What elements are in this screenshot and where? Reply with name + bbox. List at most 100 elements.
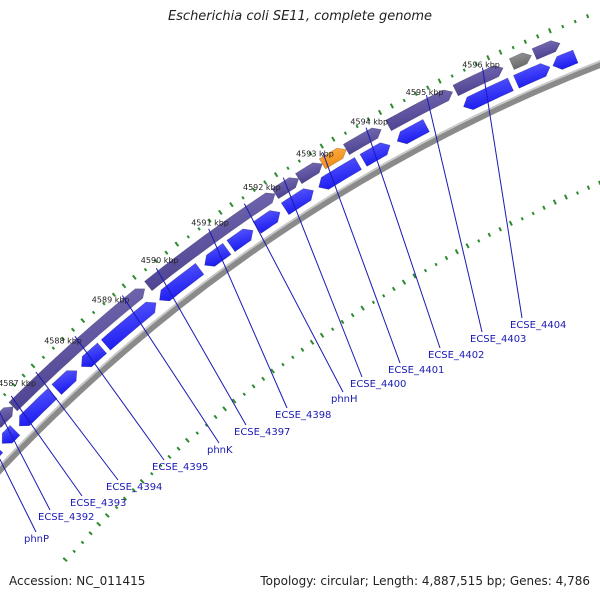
gc-tick — [300, 347, 305, 352]
gene-label: ECSE_4400 — [350, 379, 406, 390]
gc-tick — [382, 294, 386, 298]
gc-tick — [11, 382, 17, 387]
gene-label: ECSE_4392 — [38, 512, 94, 523]
gc-tick — [450, 74, 454, 78]
gc-tick — [273, 172, 279, 178]
gene-label-leader — [10, 395, 83, 497]
gc-tick — [487, 232, 492, 238]
gene-label-leader — [426, 94, 483, 333]
gene-label-leader — [121, 295, 220, 444]
gc-tick — [184, 437, 190, 443]
gc-tick — [391, 286, 396, 292]
gene-label-leader — [155, 267, 247, 426]
gc-tick — [195, 431, 199, 435]
gc-tick — [139, 478, 145, 484]
gene-label-leader — [35, 371, 119, 481]
cds-arrow — [51, 370, 78, 396]
gc-tick — [80, 318, 86, 324]
gc-tick — [297, 159, 302, 163]
gene-labels: phnP ECSE_4392 ECSE_4393 ECSE_4394 ECSE_4395… — [0, 67, 566, 545]
gc-tick — [319, 332, 325, 338]
cds-arrow — [513, 63, 551, 89]
gc-tick — [378, 109, 383, 116]
gc-tick — [231, 398, 237, 404]
gc-tick — [308, 151, 313, 156]
gc-tick — [96, 521, 102, 527]
kbp-tick-label: 4590 kbp — [141, 256, 179, 265]
gc-tick — [88, 531, 93, 536]
gc-tick — [371, 300, 376, 305]
gc-tick — [561, 24, 565, 29]
feature-tracks — [0, 40, 579, 457]
gc-tick — [91, 310, 96, 315]
gc-tick — [414, 91, 418, 97]
gc-tick — [474, 61, 478, 67]
cds-arrow — [159, 262, 205, 302]
gc-tick — [176, 446, 181, 451]
gene-label: phnP — [24, 534, 49, 545]
gc-tick — [60, 336, 66, 341]
gc-tick — [251, 384, 256, 389]
gc-tick — [132, 274, 137, 280]
gene-bar — [342, 127, 382, 156]
gene-label: phnH — [331, 394, 358, 405]
gene-label-leader — [482, 67, 523, 319]
gene-bar — [271, 177, 300, 200]
gc-tick — [486, 55, 491, 61]
gc-tick — [242, 392, 246, 397]
gc-tick — [366, 117, 371, 122]
gc-tick — [186, 235, 190, 239]
gene-label: ECSE_4404 — [510, 320, 566, 331]
gc-tick — [104, 512, 110, 518]
gc-tick — [585, 13, 590, 19]
gene-label: ECSE_4393 — [70, 498, 126, 509]
kbp-tick-label: 4587 kbp — [0, 379, 36, 388]
gc-tick — [261, 376, 266, 382]
gc-tick — [30, 363, 36, 369]
gc-tick — [412, 273, 417, 279]
gc-tick — [523, 39, 528, 44]
gc-tick — [80, 540, 85, 545]
gc-tick — [444, 255, 449, 261]
gc-tick — [552, 199, 557, 205]
gene-label-leader — [0, 412, 51, 511]
gc-tick — [319, 143, 324, 149]
gc-tick — [434, 262, 438, 267]
gc-tick — [343, 131, 348, 136]
gene-label: ECSE_4402 — [428, 350, 484, 361]
kbp-tick-label: 4595 kbp — [406, 88, 444, 97]
gc-tick — [241, 196, 245, 200]
gc-tick — [281, 362, 285, 367]
gene-bar — [531, 40, 561, 60]
gc-tick — [143, 267, 148, 272]
gc-tick — [331, 136, 336, 142]
gc-tick — [564, 194, 568, 200]
gc-tick — [402, 98, 406, 103]
gene-label-leader — [365, 127, 441, 349]
gc-tick — [462, 68, 466, 72]
gc-tick — [401, 279, 407, 285]
gc-tick — [360, 305, 365, 311]
gene-bar — [8, 288, 146, 412]
gene-label: ECSE_4398 — [275, 410, 331, 421]
cds-arrow — [318, 156, 363, 190]
gene-bar — [452, 65, 504, 97]
gc-tick — [548, 28, 552, 34]
gc-tick — [477, 239, 481, 243]
gc-tick — [174, 241, 180, 247]
gc-tick — [340, 319, 345, 325]
gene-label-leader — [0, 458, 37, 533]
gc-tick — [508, 220, 513, 226]
kbp-tick-label: 4596 kbp — [462, 60, 500, 69]
gc-tick — [51, 346, 56, 350]
gc-tick — [542, 205, 546, 210]
kbp-tick-label: 4591 kbp — [191, 219, 229, 228]
genome-summary-text: Topology: circular; Length: 4,887,515 bp… — [260, 574, 590, 588]
gc-tick — [111, 292, 116, 297]
kbp-tick-label: 4589 kbp — [92, 295, 130, 304]
gc-tick — [102, 301, 106, 306]
cds-arrow — [100, 301, 157, 351]
gc-tick — [520, 216, 524, 221]
